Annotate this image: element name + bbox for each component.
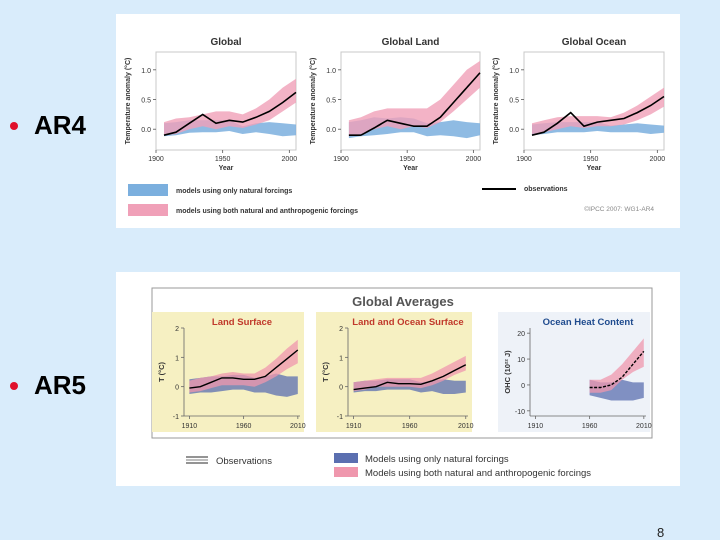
ar4-combined-band [348, 60, 480, 137]
ar5-combined-band [353, 355, 466, 392]
ar5-y-tick-label: 0 [339, 385, 343, 392]
ar5-x-tick-label: 1960 [236, 423, 252, 430]
ar5-y-tick-label: -1 [337, 414, 343, 421]
ar5-y-tick-label: 1 [339, 355, 343, 362]
ar5-legend-combined-swatch [334, 467, 358, 477]
ar4-x-tick-label: 1900 [148, 156, 164, 163]
ar5-title: Global Averages [352, 294, 454, 309]
ar4-panel-title: Global Land [382, 37, 440, 48]
ar5-panel-title: Land Surface [212, 317, 272, 328]
ar4-y-tick-label: 0.5 [141, 98, 151, 105]
ar5-panel-title: Ocean Heat Content [543, 317, 635, 328]
ar5-x-tick-label: 1910 [182, 423, 198, 430]
ar4-credit: ©IPCC 2007: WG1-AR4 [584, 205, 654, 213]
ar4-legend-natural-label: models using only natural forcings [176, 188, 292, 195]
ar4-y-axis-label: Temperature anomaly (°C) [309, 58, 317, 145]
ar4-observations-line [531, 95, 665, 136]
ar5-combined-band [589, 338, 644, 393]
ar4-y-tick-label: 1.0 [141, 68, 151, 75]
ar5-x-tick-label: 1910 [346, 423, 362, 430]
bullet-dot [10, 382, 18, 390]
ar5-figure: Global Averages Land Surface T (°C) -1 0 1 2 19… [116, 272, 680, 486]
ar5-y-tick-label: -1 [173, 414, 179, 421]
ar5-observations-line [353, 364, 467, 391]
ar5-y-tick-label: 2 [339, 326, 343, 333]
ar4-figure: Global Temperature anomaly (°C) 0.0 0.5 1.0 1… [116, 14, 680, 228]
ar4-legend-combined-label: models using both natural and anthropoge… [176, 208, 358, 215]
ar5-y-axis-label: T (°C) [321, 361, 330, 382]
ar4-observations-line [163, 91, 297, 136]
ar5-x-tick-label: 2010 [290, 423, 306, 430]
ar4-x-tick-label: 1950 [583, 156, 599, 163]
ar4-y-tick-label: 1.0 [326, 68, 336, 75]
ar5-observations-line [589, 350, 645, 389]
ar4-y-tick-label: 0.5 [326, 98, 336, 105]
ar4-y-axis-label: Temperature anomaly (°C) [124, 58, 132, 145]
bullet-label: AR5 [34, 370, 87, 400]
ar4-legend-natural-swatch [128, 184, 168, 196]
ar5-x-tick-label: 1960 [402, 423, 418, 430]
ar4-x-axis-label: Year [587, 165, 602, 172]
ar4-y-tick-label: 0.0 [326, 127, 336, 134]
ar5-legend-natural-swatch [334, 453, 358, 463]
ar5-x-tick-label: 1960 [582, 423, 598, 430]
ar4-panel-title: Global [210, 37, 241, 48]
ar4-x-tick-label: 1950 [399, 156, 415, 163]
ar4-x-tick-label: 2000 [650, 156, 666, 163]
ar4-legend-combined-swatch [128, 204, 168, 216]
ar4-x-tick-label: 1950 [215, 156, 231, 163]
ar4-y-tick-label: 0.5 [509, 98, 519, 105]
ar4-y-axis-label: Temperature anomaly (°C) [492, 58, 500, 145]
ar5-y-axis-label: T (°C) [157, 361, 166, 382]
page-number: 8 [657, 525, 665, 540]
ar5-observations-line [189, 349, 299, 389]
ar4-x-axis-label: Year [219, 165, 234, 172]
ar4-x-tick-label: 2000 [282, 156, 298, 163]
bullet-label: AR4 [34, 110, 87, 140]
ar4-x-axis-label: Year [403, 165, 418, 172]
ar5-y-tick-label: 2 [175, 326, 179, 333]
ar4-x-tick-label: 1900 [516, 156, 532, 163]
ar5-legend-combined-label: Models using both natural and anthropoge… [365, 468, 591, 479]
ar5-y-tick-label: 10 [517, 357, 525, 364]
ar5-combined-band [189, 339, 298, 393]
ar4-combined-band [532, 87, 664, 134]
ar4-combined-band [164, 78, 296, 136]
ar4-legend-observations-label: observations [524, 186, 568, 193]
ar5-y-tick-label: -10 [515, 409, 525, 416]
ar5-y-tick-label: 20 [517, 331, 525, 338]
ar5-y-axis-label: OHC (10²² J) [503, 350, 512, 394]
ar5-y-tick-label: 0 [521, 383, 525, 390]
ar4-y-tick-label: 1.0 [509, 68, 519, 75]
ar5-legend-observations-label: Observations [216, 456, 272, 467]
ar4-x-tick-label: 1900 [333, 156, 349, 163]
ar5-panel-title: Land and Ocean Surface [352, 317, 463, 328]
ar5-legend-natural-label: Models using only natural forcings [365, 454, 509, 465]
ar5-x-tick-label: 1910 [528, 423, 544, 430]
ar4-observations-line [348, 72, 481, 136]
ar5-x-tick-label: 2010 [458, 423, 474, 430]
ar5-y-tick-label: 1 [175, 355, 179, 362]
ar5-x-tick-label: 2010 [636, 423, 652, 430]
ar5-y-tick-label: 0 [175, 385, 179, 392]
ar4-y-tick-label: 0.0 [141, 127, 151, 134]
ar4-x-tick-label: 2000 [466, 156, 482, 163]
ar4-panel-title: Global Ocean [562, 37, 626, 48]
ar4-plot-frame [523, 51, 665, 151]
bullet-dot [10, 122, 18, 130]
ar4-y-tick-label: 0.0 [509, 127, 519, 134]
ar4-chart: Global Temperature anomaly (°C) 0.0 0.5 1.0 1… [124, 37, 666, 216]
